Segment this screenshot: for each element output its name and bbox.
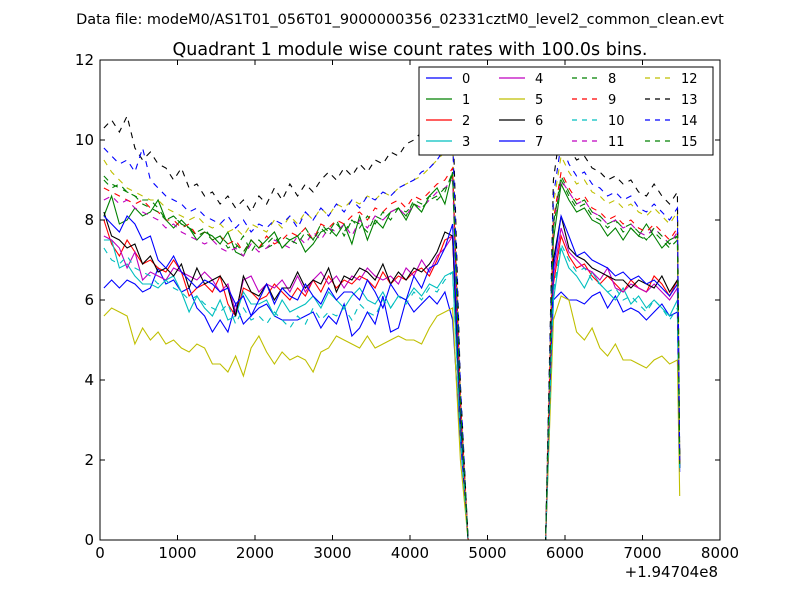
legend-label-2: 2 [462,114,470,129]
legend-label-12: 12 [681,72,698,87]
legend-box [418,66,714,156]
series-line-6 [103,211,681,540]
series-line-10 [103,242,681,540]
legend-label-3: 3 [462,135,470,150]
x-tick-label: 3000 [313,544,351,562]
series-line-7 [103,213,681,540]
series-line-8 [103,171,681,540]
series-line-13 [103,106,681,540]
series-line-14 [103,134,681,540]
y-tick-label: 8 [84,211,94,229]
chart-suptitle: Data file: modeM0/AS1T01_056T01_90000003… [76,12,724,28]
legend-label-13: 13 [681,93,698,108]
y-tick-label: 0 [84,531,94,549]
axis-ticks: 0 1000 2000 3000 4000 5000 6000 7000 80000246810… [75,51,739,562]
series-line-11 [103,178,681,540]
series-line-1 [103,171,681,540]
x-tick-label: 0 [95,544,105,562]
legend-label-11: 11 [608,135,625,150]
x-offset-label: +1.94704e8 [625,563,718,581]
series-line-0 [103,266,681,540]
x-tick-label: 1000 [158,544,196,562]
x-tick-label: 2000 [236,544,274,562]
legend-label-4: 4 [535,72,543,87]
series-line-3 [103,239,681,540]
legend-label-8: 8 [608,72,616,87]
x-tick-label: 5000 [468,544,506,562]
series-line-5 [103,295,681,540]
x-tick-label: 4000 [391,544,429,562]
legend-label-15: 15 [681,135,698,150]
legend-label-14: 14 [681,114,698,129]
legend-label-1: 1 [462,93,470,108]
series-line-15 [103,174,681,540]
series-line-9 [103,166,681,540]
y-tick-label: 4 [84,371,94,389]
y-tick-label: 6 [84,291,94,309]
legend-label-7: 7 [535,135,543,150]
y-tick-label: 10 [75,131,94,149]
series-line-2 [103,219,681,540]
legend-label-5: 5 [535,93,543,108]
legend-label-6: 6 [535,114,543,129]
y-tick-label: 2 [84,451,94,469]
series-layer [103,106,681,540]
chart-title: Quadrant 1 module wise count rates with … [173,40,648,60]
legend-label-9: 9 [608,93,616,108]
x-tick-label: 6000 [546,544,584,562]
legend-label-0: 0 [462,72,470,87]
legend-label-10: 10 [608,114,625,129]
y-tick-label: 12 [75,51,94,69]
x-tick-label: 7000 [623,544,661,562]
x-tick-label: 8000 [701,544,739,562]
